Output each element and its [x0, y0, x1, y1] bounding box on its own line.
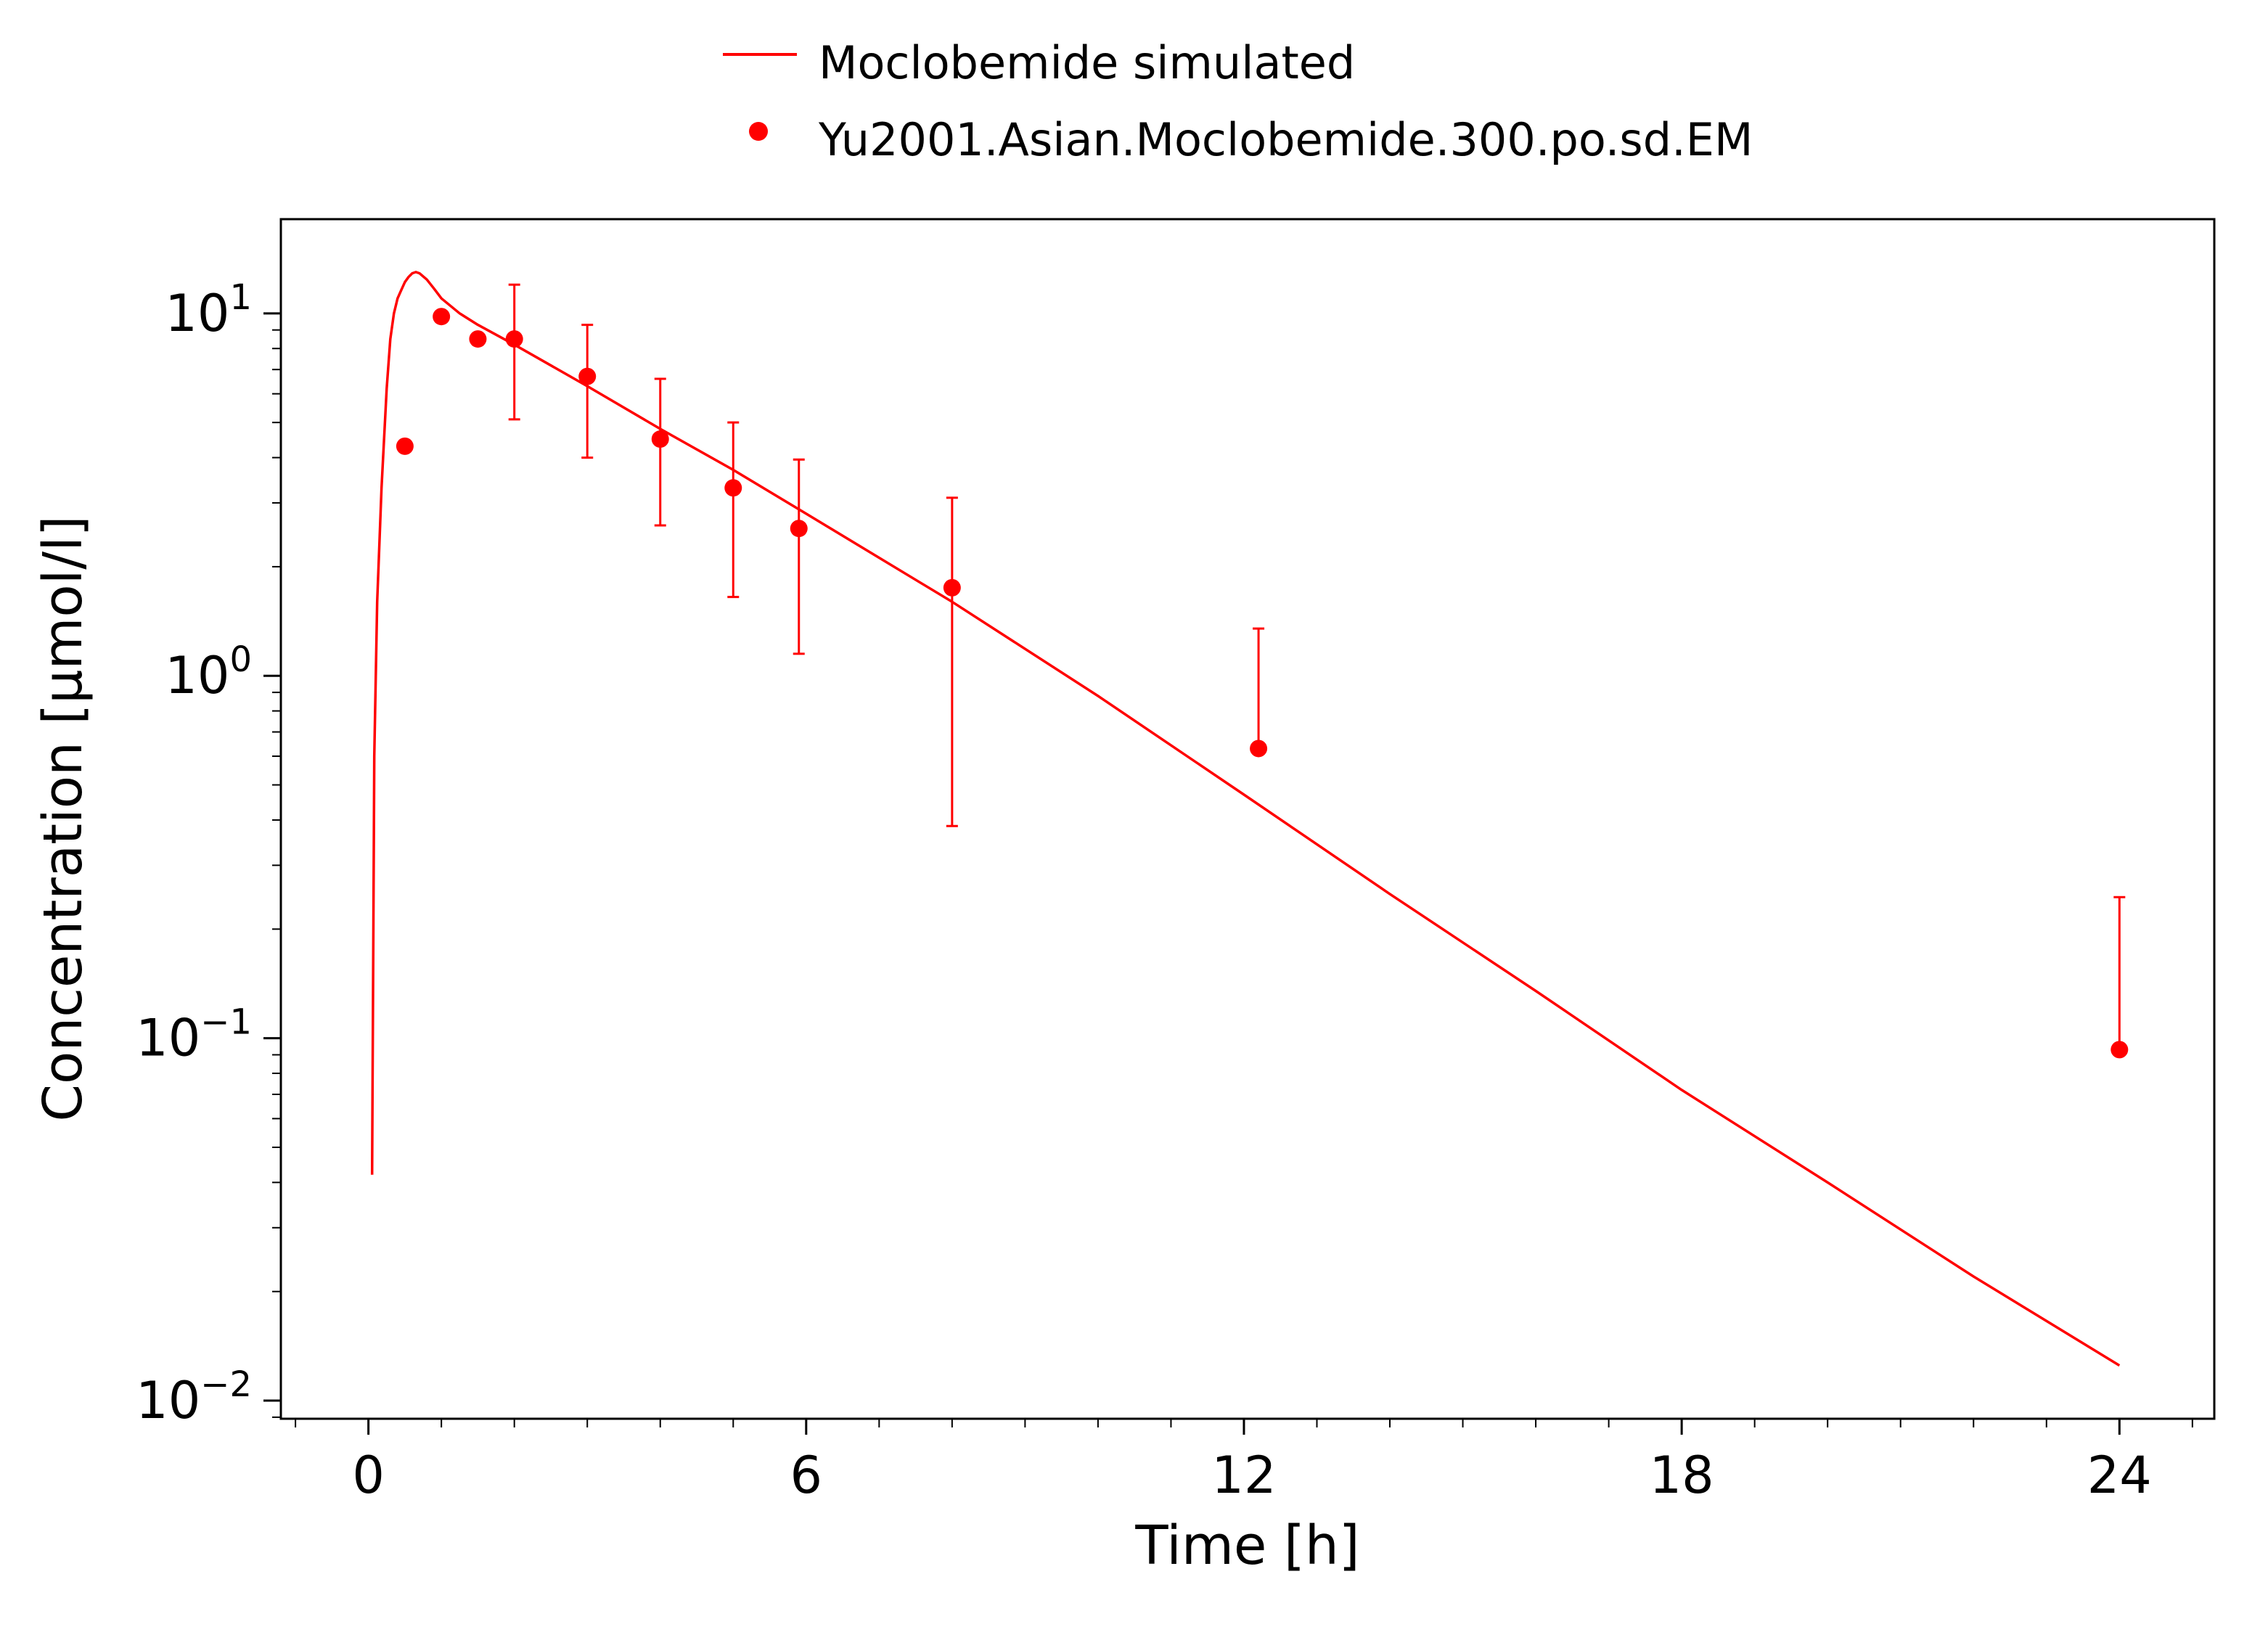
legend-label-simulated: Moclobemide simulated — [819, 36, 1355, 89]
x-axis: 0 6 12 18 24 — [295, 1419, 2193, 1505]
y-axis: 101 100 10−1 10−2 — [136, 277, 281, 1430]
data-point-0 — [396, 437, 414, 455]
x-tick-label-24: 24 — [2087, 1446, 2152, 1505]
x-tick-label-0: 0 — [352, 1446, 385, 1505]
legend-marker-swatch — [749, 122, 768, 141]
x-axis-label: Time [h] — [1134, 1515, 1359, 1577]
data-point-7 — [790, 520, 808, 538]
data-point-5 — [651, 430, 669, 448]
simulated-line — [370, 271, 2121, 1367]
y-tick-label-3: 10−2 — [136, 1364, 252, 1430]
data-point-3 — [505, 330, 523, 348]
data-point-2 — [469, 330, 487, 348]
x-tick-label-6: 6 — [790, 1446, 823, 1505]
x-tick-label-12: 12 — [1211, 1446, 1276, 1505]
data-point-4 — [578, 367, 597, 385]
plot-content — [370, 271, 2129, 1367]
plot-frame — [279, 218, 2216, 1420]
legend: Moclobemide simulated Yu2001.Asian.Moclo… — [723, 36, 1753, 166]
y-axis-label: Concentration [µmol/l] — [32, 515, 94, 1121]
legend-label-observed: Yu2001.Asian.Moclobemide.300.po.sd.EM — [818, 113, 1753, 166]
x-tick-label-18: 18 — [1650, 1446, 1714, 1505]
y-tick-label-1: 100 — [165, 639, 252, 705]
y-tick-label-2: 10−1 — [136, 1002, 252, 1068]
data-point-9 — [1250, 739, 1268, 758]
data-point-1 — [433, 308, 451, 326]
data-point-6 — [724, 479, 742, 497]
data-point-8 — [943, 578, 961, 597]
data-point-10 — [2111, 1041, 2129, 1059]
y-tick-label-0: 101 — [165, 277, 252, 343]
